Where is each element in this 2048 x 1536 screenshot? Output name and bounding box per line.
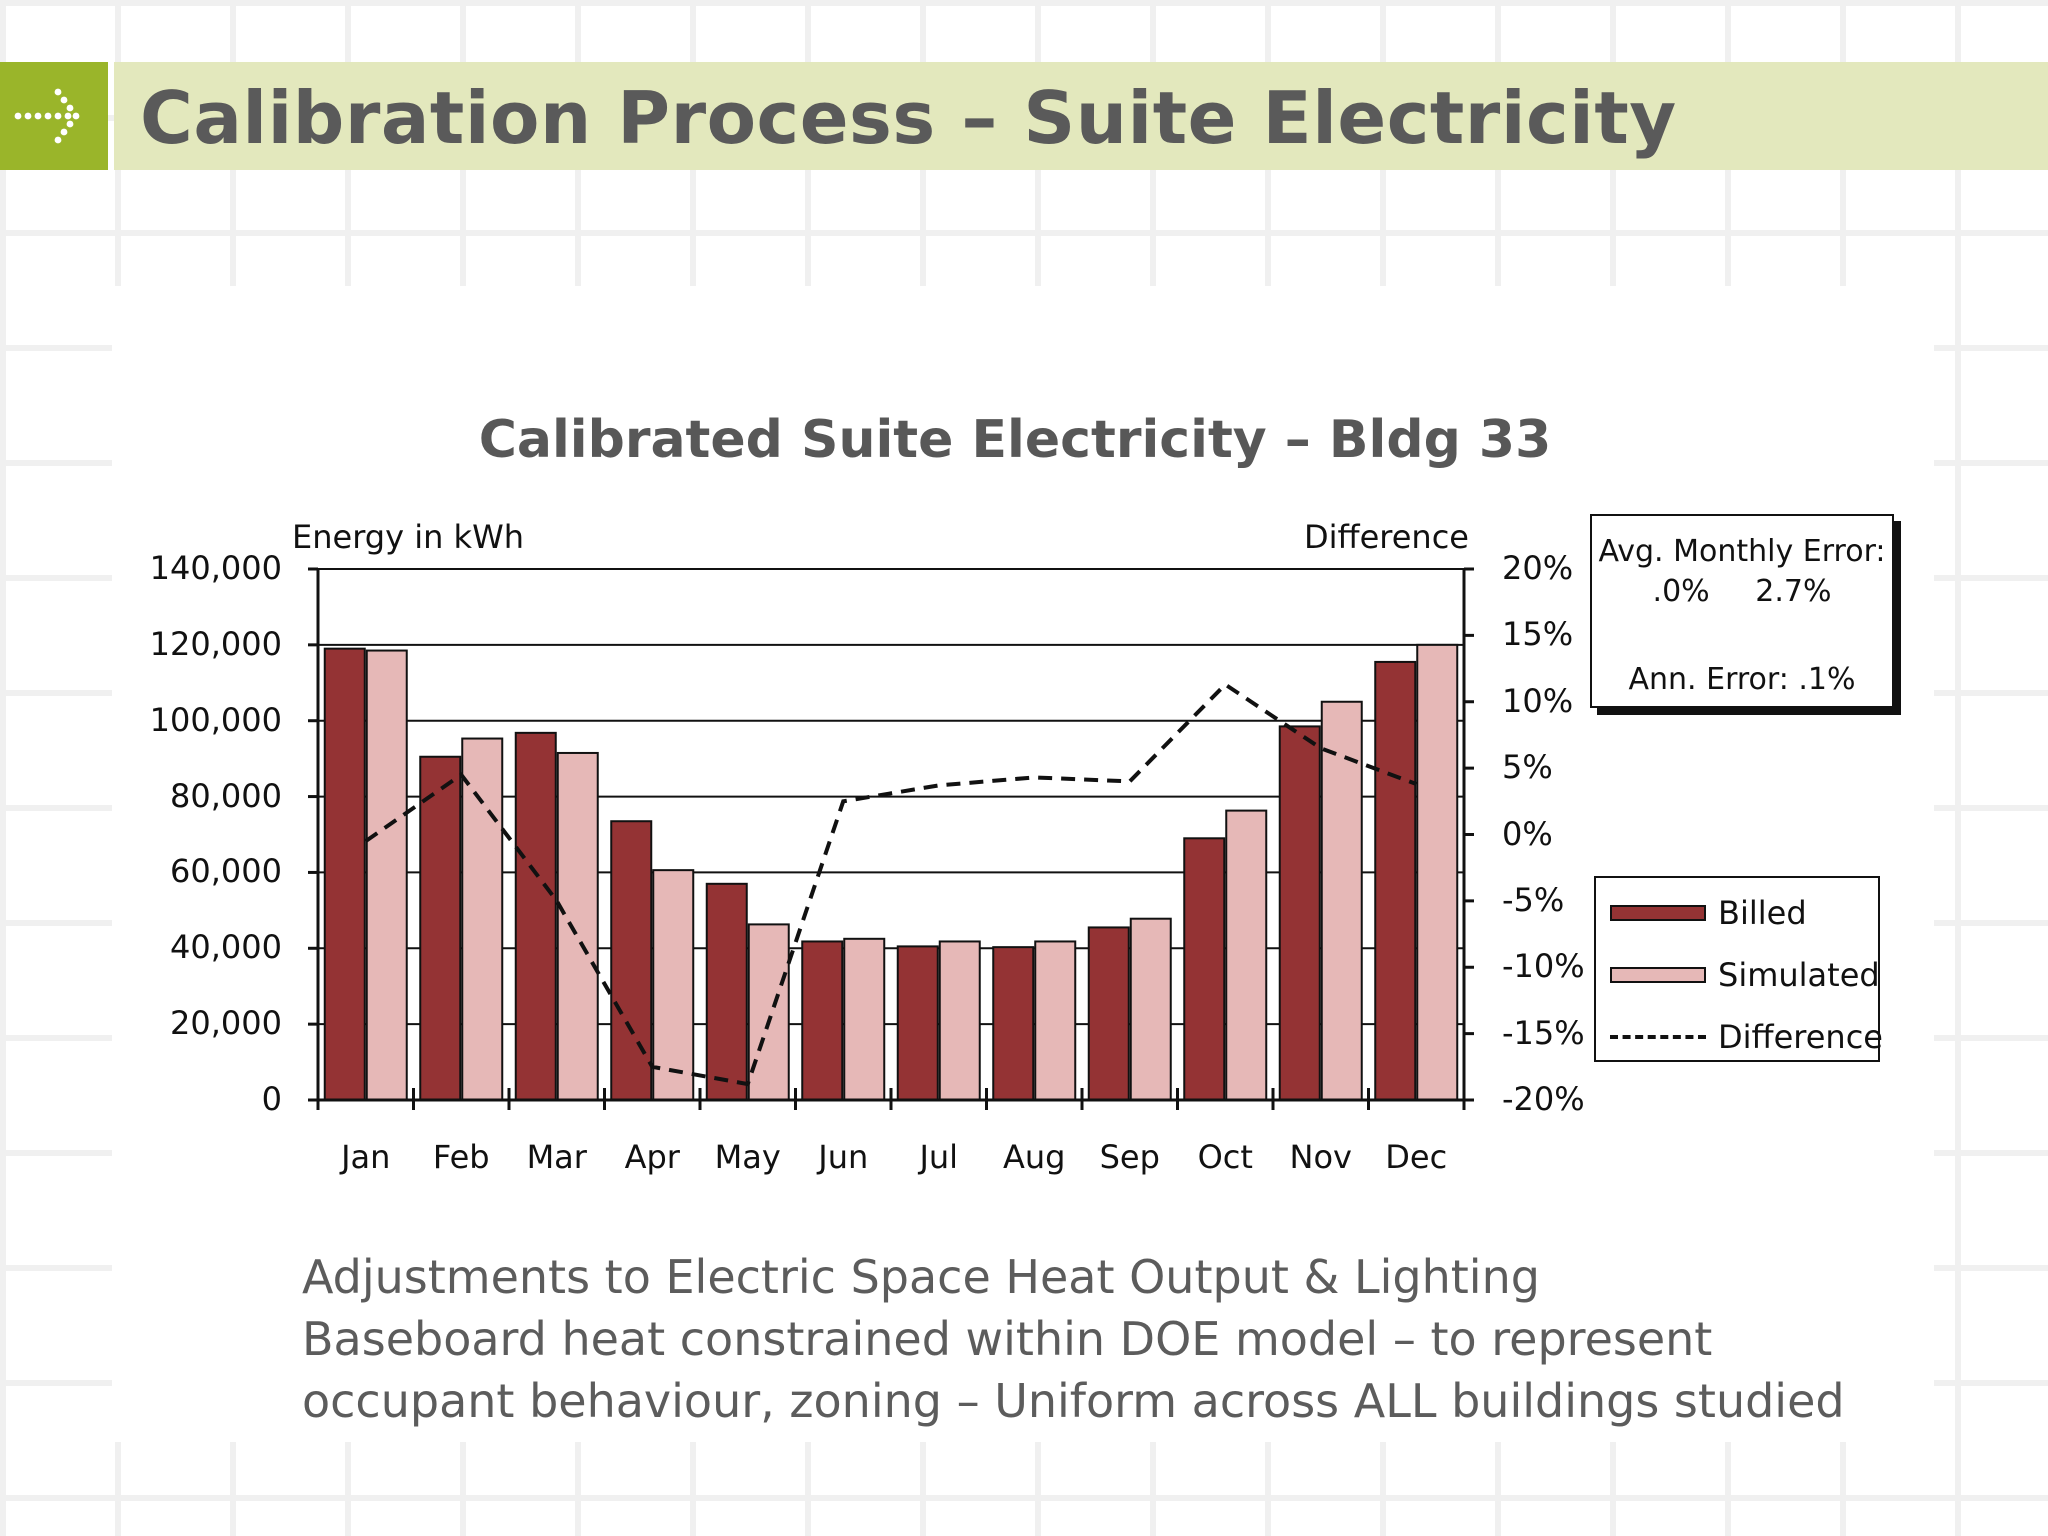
bar-billed — [705, 882, 748, 1101]
legend-swatch-simulated — [1610, 967, 1706, 983]
bar-billed — [896, 945, 939, 1101]
legend-label-simulated: Simulated — [1718, 956, 1880, 994]
legend-swatch-billed — [1610, 905, 1706, 921]
body-line-3: occupant behaviour, zoning – Uniform acr… — [302, 1374, 1845, 1428]
x-tick-label: Aug — [1003, 1138, 1066, 1176]
y2-tick-label: 20% — [1502, 549, 1574, 587]
bar-billed — [1374, 660, 1417, 1101]
annual-error-label: Ann. Error: .1% — [1628, 662, 1856, 697]
x-tick-label: Apr — [624, 1138, 680, 1176]
bar-simulated — [652, 869, 695, 1101]
y2-tick-label: -10% — [1502, 947, 1585, 986]
x-tick-label: Jul — [919, 1138, 959, 1176]
y-tick-label: 80,000 — [170, 776, 282, 815]
avg-error-value-1: .0% — [1652, 574, 1710, 609]
slide-title: Calibration Process – Suite Electricity — [140, 76, 1677, 160]
bar-simulated — [556, 751, 599, 1101]
bar-billed — [323, 647, 366, 1102]
x-tick-label: Oct — [1197, 1138, 1253, 1176]
y2-axis-title: Difference — [1304, 518, 1469, 556]
y-tick-label: 140,000 — [149, 549, 282, 587]
legend-item-billed: Billed — [1610, 888, 1807, 938]
y2-tick-label: -15% — [1502, 1013, 1585, 1052]
chart-legend: Billed Simulated Difference — [1594, 876, 1883, 1062]
x-tick-label: Sep — [1099, 1138, 1160, 1176]
y2-tick-label: 0% — [1502, 814, 1553, 853]
content-panel — [112, 286, 1934, 1442]
bar-billed — [514, 731, 557, 1101]
y-tick-label: 20,000 — [170, 1004, 282, 1043]
body-line-2: Baseboard heat constrained within DOE mo… — [302, 1312, 1713, 1366]
bar-simulated — [1225, 809, 1268, 1101]
y2-tick-label: 10% — [1502, 681, 1574, 720]
bar-billed — [1183, 837, 1226, 1101]
x-tick-label: May — [714, 1138, 781, 1176]
slide-body-text: Adjustments to Electric Space Heat Outpu… — [302, 1246, 1845, 1432]
bar-billed — [610, 820, 653, 1101]
legend-item-difference: Difference — [1610, 1012, 1883, 1062]
bar-billed — [801, 940, 844, 1101]
header-band — [114, 62, 2048, 170]
y-tick-label: 100,000 — [149, 700, 282, 739]
x-tick-label: Dec — [1385, 1138, 1448, 1176]
legend-label-difference: Difference — [1718, 1018, 1883, 1056]
x-tick-label: Jan — [341, 1138, 391, 1176]
dotted-arrow-icon — [14, 88, 80, 144]
x-tick-label: Mar — [526, 1138, 587, 1176]
y-axis-title: Energy in kWh — [292, 518, 524, 556]
bar-billed — [992, 946, 1035, 1101]
y2-tick-label: -20% — [1502, 1080, 1585, 1118]
bar-billed — [1087, 926, 1130, 1101]
y-tick-label: 0 — [261, 1080, 282, 1118]
bar-simulated — [1129, 917, 1172, 1101]
bar-simulated — [461, 737, 504, 1101]
y2-tick-label: 15% — [1502, 615, 1574, 654]
bar-simulated — [365, 649, 408, 1102]
bar-simulated — [938, 940, 981, 1101]
bar-simulated — [1320, 700, 1363, 1101]
y2-tick-label: 5% — [1502, 748, 1553, 787]
error-stats-box: Avg. Monthly Error: .0% 2.7% Ann. Error:… — [1590, 514, 1894, 708]
y-tick-label: 40,000 — [170, 928, 282, 967]
y-tick-label: 120,000 — [149, 624, 282, 663]
legend-swatch-difference — [1610, 1035, 1706, 1039]
x-tick-label: Feb — [432, 1138, 490, 1176]
x-tick-label: Jun — [818, 1138, 869, 1176]
difference-line — [364, 681, 1417, 1087]
y2-tick-label: -5% — [1502, 880, 1565, 919]
header-accent-box — [0, 62, 108, 170]
bar-simulated — [747, 923, 790, 1101]
avg-monthly-error-label: Avg. Monthly Error: — [1598, 534, 1886, 569]
bar-billed — [1278, 725, 1321, 1101]
bar-simulated — [1416, 643, 1459, 1101]
bar-simulated — [843, 937, 886, 1102]
legend-item-simulated: Simulated — [1610, 950, 1880, 1000]
bar-simulated — [1034, 940, 1077, 1101]
legend-label-billed: Billed — [1718, 894, 1807, 932]
y-tick-label: 60,000 — [170, 852, 282, 891]
body-line-1: Adjustments to Electric Space Heat Outpu… — [302, 1250, 1540, 1304]
x-tick-label: Nov — [1289, 1138, 1352, 1176]
avg-error-value-2: 2.7% — [1755, 574, 1832, 609]
chart-title: Calibrated Suite Electricity – Bldg 33 — [478, 410, 1552, 470]
bar-billed — [419, 755, 462, 1101]
